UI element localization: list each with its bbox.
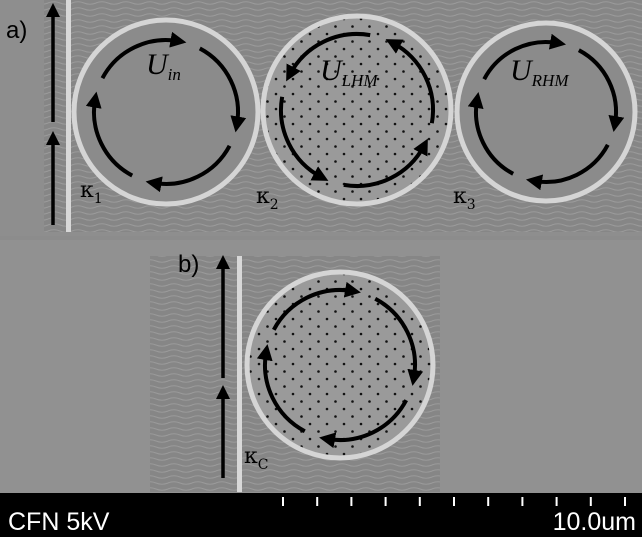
ring — [457, 23, 635, 201]
microscope-info: CFN 5kV — [8, 508, 110, 536]
panel-label: a) — [6, 17, 27, 44]
waveguide — [237, 256, 242, 492]
sem-figure: a) b) Uin ULHM URHM κ1 κ2 κ3 κC CFN 5kV … — [0, 0, 642, 537]
panel-label: b) — [178, 251, 199, 278]
ring-dotted — [247, 272, 433, 458]
waveguide — [66, 0, 71, 232]
page: a) b) Uin ULHM URHM κ1 κ2 κ3 κC CFN 5kV … — [0, 0, 642, 537]
scale-length: 10.0um — [553, 508, 636, 536]
ring-dotted — [263, 16, 451, 204]
